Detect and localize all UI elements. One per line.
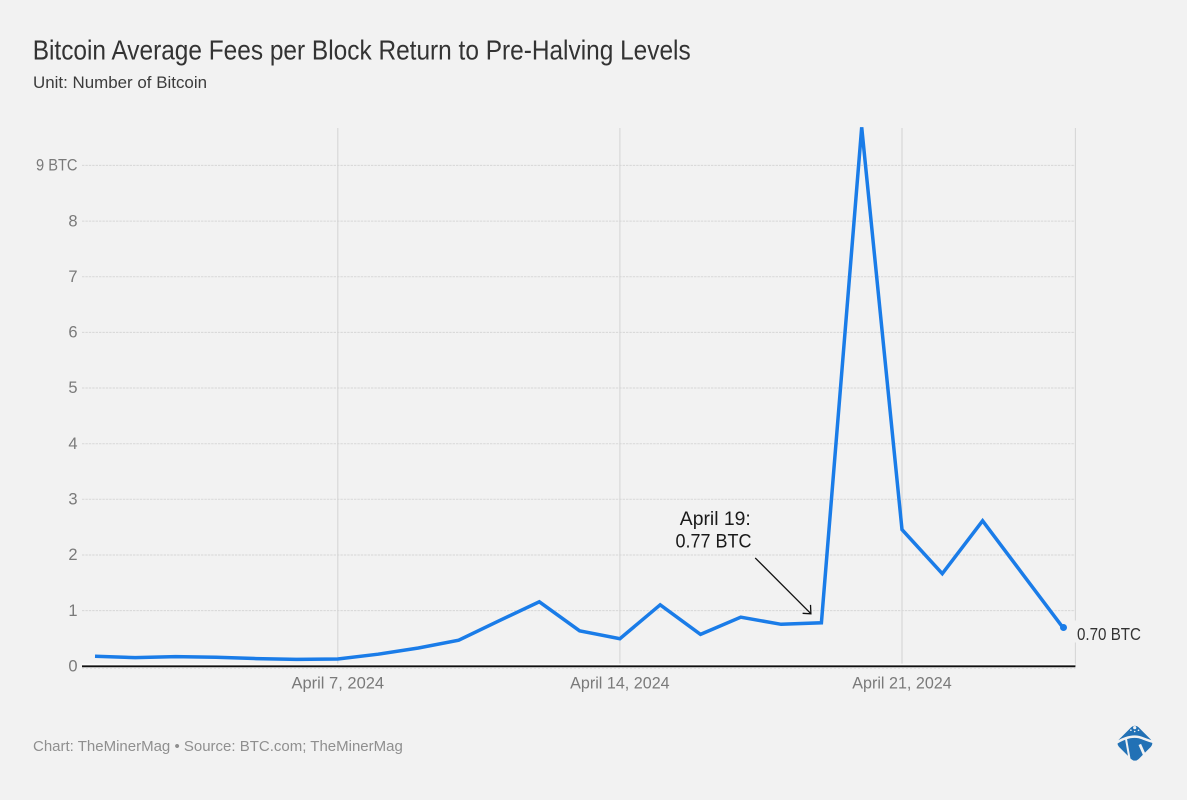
svg-text:3: 3 <box>68 491 77 509</box>
svg-text:9 BTC: 9 BTC <box>36 157 78 175</box>
svg-text:Unit: Number of Bitcoin: Unit: Number of Bitcoin <box>33 74 207 92</box>
svg-text:0.77 BTC: 0.77 BTC <box>676 531 752 552</box>
svg-text:April 14, 2024: April 14, 2024 <box>570 675 670 693</box>
svg-text:April 21, 2024: April 21, 2024 <box>852 675 952 693</box>
svg-text:Chart: TheMinerMag • Source: B: Chart: TheMinerMag • Source: BTC.com; Th… <box>33 738 403 755</box>
svg-text:0: 0 <box>68 658 77 676</box>
svg-text:5: 5 <box>68 379 77 397</box>
svg-text:4: 4 <box>68 435 77 453</box>
svg-text:1: 1 <box>68 602 77 620</box>
svg-text:6: 6 <box>68 324 77 342</box>
svg-text:April 19:: April 19: <box>680 509 751 530</box>
svg-text:0.70 BTC: 0.70 BTC <box>1077 624 1141 644</box>
svg-text:Bitcoin Average Fees per Block: Bitcoin Average Fees per Block Return to… <box>33 35 691 66</box>
svg-text:8: 8 <box>68 212 77 230</box>
svg-text:7: 7 <box>68 268 77 286</box>
svg-text:April 7, 2024: April 7, 2024 <box>291 675 384 693</box>
svg-text:2: 2 <box>68 546 77 564</box>
